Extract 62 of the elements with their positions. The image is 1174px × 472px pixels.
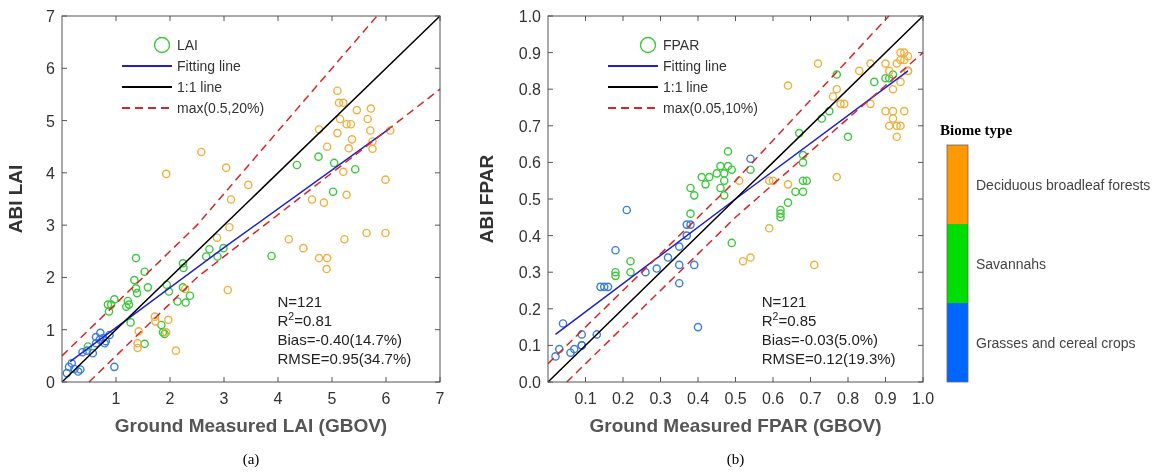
y-tick-label: 0.8	[518, 81, 542, 99]
y-tick-label: 2	[46, 269, 56, 287]
y-axis-title: ABI LAI	[5, 164, 26, 234]
x-tick-label: 4	[273, 390, 283, 407]
legend-label: FPAR	[663, 37, 700, 53]
x-tick-label: 5	[327, 390, 337, 407]
x-tick-label: 7	[435, 390, 445, 407]
annotation: Bias=-0.40(14.7%)	[277, 331, 403, 348]
y-tick-label: 1	[46, 321, 56, 339]
annotation: R$^{2}$=0.85	[761, 310, 817, 329]
y-tick-label: 0.1	[518, 337, 542, 355]
y-tick-label: 0.9	[518, 44, 542, 62]
y-tick-label: 0.5	[518, 191, 542, 208]
y-tick-label: 0.4	[518, 227, 542, 245]
y-tick-label: 0	[46, 374, 56, 391]
category-label: Grasses and cereal crops	[976, 334, 1136, 351]
annotation: RMSE=0.95(34.7%)	[277, 350, 412, 367]
annotation: RMSE=0.12(19.3%)	[761, 350, 896, 367]
legend-label: max(0.5,20%)	[177, 100, 265, 116]
annotation: N=121	[761, 293, 807, 310]
x-tick-label: 0.2	[611, 390, 635, 407]
legend-label: max(0.05,10%)	[663, 100, 758, 116]
category-label: Deciduous broadleaf forests	[976, 176, 1151, 193]
y-tick-label: 0.7	[518, 117, 542, 135]
y-tick-label: 4	[46, 164, 56, 182]
text: (b)	[726, 451, 745, 468]
x-tick-label: 0.1	[574, 390, 597, 407]
text: Biome type	[940, 122, 1013, 138]
y-tick-label: 7	[46, 8, 56, 25]
legend-label: 1:1 line	[663, 79, 709, 95]
x-tick-label: 3	[219, 390, 229, 407]
legend-label: LAI	[177, 37, 199, 53]
y-tick-label: 3	[46, 217, 56, 235]
text: (a)	[242, 451, 260, 468]
y-tick-label: 0.2	[518, 300, 542, 318]
legend-label: Fitting line	[663, 58, 728, 74]
x-tick-label: 0.4	[686, 390, 710, 407]
y-tick-label: 5	[46, 112, 56, 130]
x-tick-label: 0.9	[874, 390, 897, 407]
x-tick-label: 6	[381, 390, 391, 407]
x-axis-title: Ground Measured FPAR (GBOV)	[589, 415, 882, 436]
annotation: N=121	[277, 293, 323, 310]
category-label: Savannahs	[976, 255, 1047, 272]
y-tick-label: 1.0	[518, 8, 542, 25]
y-tick-label: 0.3	[518, 264, 542, 282]
x-tick-label: 2	[165, 390, 175, 407]
x-axis-title: Ground Measured LAI (GBOV)	[114, 415, 388, 436]
y-tick-label: 6	[46, 60, 56, 78]
x-tick-label: 1.0	[911, 390, 935, 407]
x-tick-label: 0.3	[649, 390, 672, 407]
x-tick-label: 1	[111, 390, 121, 407]
annotation: Bias=-0.03(5.0%)	[761, 331, 879, 348]
legend-label: Fitting line	[177, 58, 242, 74]
x-tick-label: 0.6	[761, 390, 785, 407]
annotation: R$^{2}$=0.81	[277, 310, 333, 329]
legend-label: 1:1 line	[177, 79, 223, 95]
x-tick-label: 0.7	[799, 390, 822, 407]
x-tick-label: 0.5	[724, 390, 747, 407]
y-axis-title: ABI FPAR	[476, 154, 497, 244]
y-tick-label: 0.0	[518, 374, 542, 391]
x-tick-label: 0.8	[836, 390, 860, 407]
y-tick-label: 0.6	[518, 154, 542, 172]
